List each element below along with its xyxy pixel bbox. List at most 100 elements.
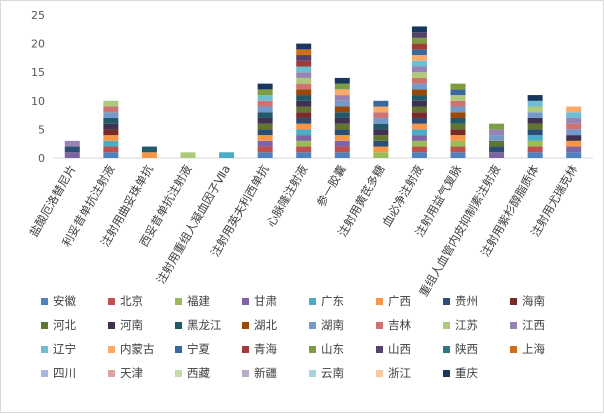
legend-label: 江苏 <box>455 318 478 332</box>
legend-swatch <box>242 322 249 329</box>
legend-label: 安徽 <box>53 294 76 308</box>
bar-segment <box>334 77 350 84</box>
bar-segment <box>411 55 427 61</box>
bar-segment <box>527 100 543 107</box>
bar-segment <box>334 123 350 130</box>
bar-segment <box>103 135 119 141</box>
bar-segment <box>296 117 312 124</box>
bar-segment <box>450 100 466 107</box>
bar-segment <box>450 146 466 153</box>
legend-item: 上海 <box>510 342 545 356</box>
bar-segment <box>296 77 312 84</box>
bar-segment <box>334 95 350 101</box>
legend-item: 安徽 <box>41 294 76 308</box>
legend-item: 辽宁 <box>41 342 76 356</box>
bar-segment <box>296 49 312 56</box>
bar-segment <box>103 123 119 130</box>
bar-segment <box>411 117 427 124</box>
y-tick-label: 20 <box>31 38 45 51</box>
bar-segment <box>296 60 312 67</box>
bar-segment <box>103 100 119 107</box>
legend-swatch <box>376 322 383 329</box>
legend-label: 上海 <box>522 342 545 356</box>
bar-segment <box>527 135 543 141</box>
bar-segment <box>103 129 119 136</box>
legend-item: 湖北 <box>242 318 277 332</box>
bar-segment <box>257 112 273 118</box>
bar-segment <box>103 152 119 158</box>
y-tick-label: 15 <box>31 66 45 79</box>
legend-item: 云南 <box>309 366 344 380</box>
bar-segment <box>450 152 466 158</box>
bar-segment <box>334 83 350 90</box>
legend-swatch <box>108 370 115 377</box>
legend-item: 重庆 <box>443 366 478 380</box>
bar-segment <box>373 140 389 147</box>
bar-segment <box>373 129 389 136</box>
legend-item: 江苏 <box>443 318 478 332</box>
bar-segment <box>411 152 427 158</box>
bar-segment <box>527 106 543 113</box>
legend-swatch <box>376 370 383 377</box>
legend-label: 陕西 <box>455 342 478 356</box>
bar-segment <box>257 100 273 107</box>
bar-segment <box>411 123 427 130</box>
bar-segment <box>566 140 582 147</box>
bar-segment <box>527 129 543 136</box>
bar-segment <box>411 60 427 67</box>
bar-segment <box>566 112 582 118</box>
legend-label: 湖北 <box>254 318 277 332</box>
y-tick-label: 0 <box>38 152 45 165</box>
legend-swatch <box>376 298 383 305</box>
legend-label: 广东 <box>321 294 344 308</box>
bar-segment <box>411 77 427 84</box>
bar-segment <box>373 146 389 153</box>
legend-swatch <box>41 346 48 353</box>
bar-segment <box>257 117 273 124</box>
bar-segment <box>566 129 582 136</box>
bar-segment <box>334 152 350 158</box>
bar-segment <box>450 129 466 136</box>
bar-segment <box>411 140 427 147</box>
legend-swatch <box>242 298 249 305</box>
legend-swatch <box>108 322 115 329</box>
bar-segment <box>296 129 312 136</box>
bar-segment <box>411 49 427 56</box>
legend-swatch <box>443 322 450 329</box>
bar-segment <box>527 112 543 118</box>
legend-item: 北京 <box>108 294 143 308</box>
legend-item: 浙江 <box>376 366 411 380</box>
legend-item: 山西 <box>376 342 411 356</box>
bar-segment <box>489 129 505 136</box>
bar-segment <box>257 140 273 147</box>
bar-segment <box>296 152 312 158</box>
legend-item: 西藏 <box>175 366 210 380</box>
legend-label: 山西 <box>388 342 411 356</box>
bar-segment <box>334 100 350 107</box>
bar-segment <box>334 129 350 136</box>
bar-segment <box>450 83 466 90</box>
legend-swatch <box>242 346 249 353</box>
legend-item: 内蒙古 <box>108 342 155 356</box>
bar-segment <box>566 135 582 141</box>
x-tick-label: 参一胶囊 <box>314 162 349 209</box>
bar-segment <box>296 95 312 101</box>
bar-segment <box>411 146 427 153</box>
legend-label: 黑龙江 <box>187 318 222 332</box>
bar-segment <box>411 72 427 78</box>
legend-item: 四川 <box>41 366 76 380</box>
legend-label: 新疆 <box>254 366 277 380</box>
legend-label: 北京 <box>120 294 143 308</box>
bar-segment <box>257 152 273 158</box>
bar-segment <box>566 117 582 124</box>
legend-item: 河北 <box>41 318 76 332</box>
legend-swatch <box>376 346 383 353</box>
legend-item: 宁夏 <box>175 342 210 356</box>
legend-swatch <box>41 370 48 377</box>
bar-segment <box>527 152 543 158</box>
bar-segment <box>411 32 427 38</box>
bar-segment <box>527 123 543 130</box>
bar-segment <box>296 89 312 96</box>
bar-segment <box>141 146 157 153</box>
bar-segment <box>103 112 119 118</box>
